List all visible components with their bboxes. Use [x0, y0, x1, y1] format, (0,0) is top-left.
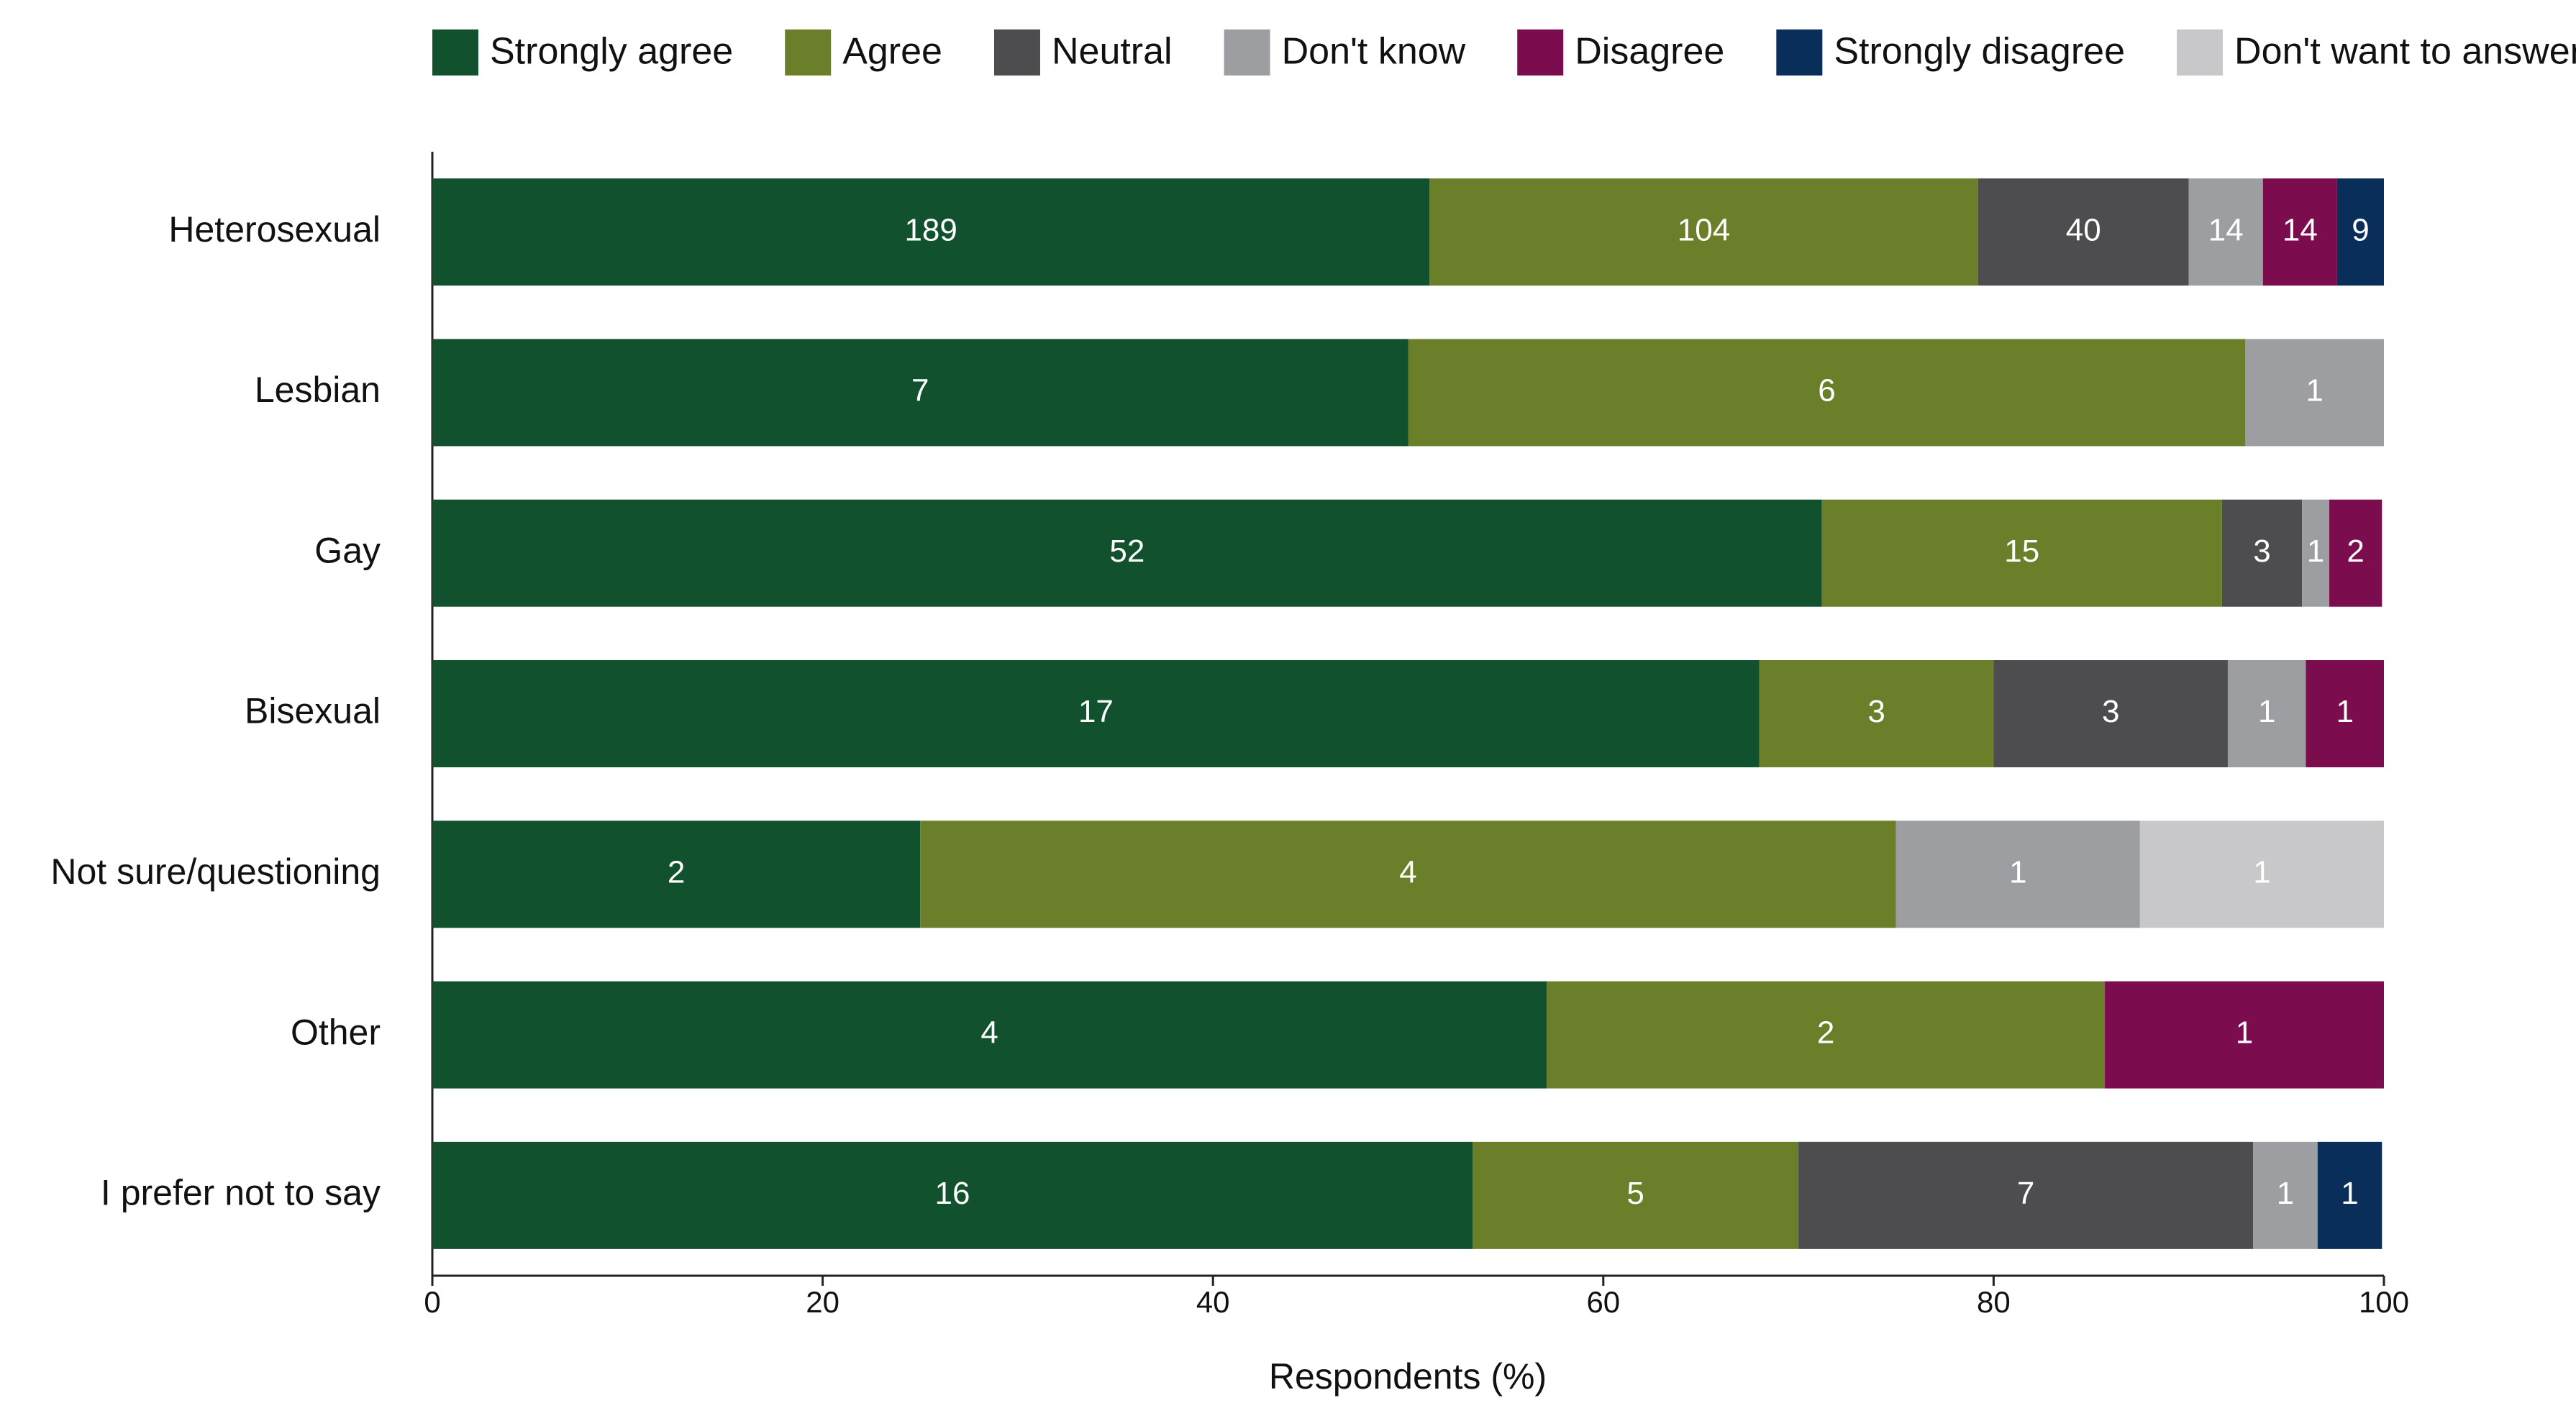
bar-segment [2105, 981, 2384, 1089]
bar-segment [1408, 339, 2246, 447]
y-tick-label: Gay [314, 530, 381, 570]
y-tick-label: Heterosexual [168, 209, 381, 250]
data-label: 1 [2341, 1176, 2358, 1211]
bar-segment [432, 178, 1430, 286]
data-label: 1 [2307, 534, 2324, 569]
bar-segment [2306, 660, 2384, 767]
bar-segment [1821, 499, 2222, 607]
bar-segment [432, 1141, 1473, 1249]
data-label: 17 [1078, 694, 1114, 729]
data-label: 4 [1399, 854, 1416, 890]
legend-label: Don't want to answer [2234, 31, 2576, 73]
bar-segment [2188, 178, 2263, 286]
data-label: 2 [2347, 534, 2364, 569]
data-label: 3 [2253, 534, 2270, 569]
x-tick-label: 0 [424, 1285, 440, 1319]
legend-label: Strongly agree [490, 31, 733, 73]
data-label: 9 [2352, 212, 2369, 247]
data-label: 1 [2253, 854, 2270, 890]
bar-segment [432, 660, 1760, 767]
bar-segment [1977, 178, 2189, 286]
data-label: 7 [2017, 1176, 2034, 1211]
x-tick-label: 20 [806, 1285, 839, 1319]
bar-segment [1895, 821, 2140, 928]
bar-segment [2329, 499, 2382, 607]
legend-label: Don't know [1282, 31, 1466, 73]
bar-segment [432, 499, 1822, 607]
y-tick-label: Other [291, 1012, 381, 1052]
data-label: 189 [904, 212, 957, 247]
legend-label: Disagree [1575, 31, 1724, 73]
bar-segment [2253, 1141, 2318, 1249]
x-tick-label: 100 [2359, 1285, 2409, 1319]
bar-segment [2336, 178, 2384, 286]
bar-segment [2221, 499, 2303, 607]
data-label: 1 [2258, 694, 2275, 729]
y-tick-label: Lesbian [255, 370, 381, 410]
bar-segment [2139, 821, 2384, 928]
legend-swatch [2177, 29, 2224, 76]
data-label: 1 [2236, 1015, 2253, 1051]
bar-segment [1547, 981, 2106, 1089]
legend-swatch [1776, 29, 1823, 76]
legend-swatch [785, 29, 832, 76]
bar-segment [2262, 178, 2337, 286]
bar-segment [432, 821, 921, 928]
data-label: 4 [980, 1015, 998, 1051]
data-label: 15 [2004, 534, 2039, 569]
bar-segment [1798, 1141, 2254, 1249]
x-tick-label: 80 [1977, 1285, 2011, 1319]
legend-swatch [1517, 29, 1564, 76]
legend-swatch [993, 29, 1040, 76]
y-tick-label: Bisexual [245, 691, 381, 731]
data-label: 1 [2336, 694, 2353, 729]
x-axis-label: Respondents (%) [1269, 1356, 1547, 1397]
x-tick-label: 40 [1196, 1285, 1230, 1319]
data-label: 14 [2208, 212, 2244, 247]
bar-segment [920, 821, 1896, 928]
data-label: 40 [2066, 212, 2101, 247]
data-label: 104 [1678, 212, 1730, 247]
x-tick-label: 60 [1586, 1285, 1620, 1319]
data-label: 14 [2283, 212, 2318, 247]
bar-segment [2227, 660, 2306, 767]
bar-segment [432, 981, 1547, 1089]
legend-swatch [1224, 29, 1270, 76]
data-label: 16 [935, 1176, 970, 1211]
y-tick-label: Not sure/questioning [50, 851, 381, 892]
data-label: 1 [2009, 854, 2026, 890]
data-label: 7 [911, 373, 929, 408]
data-label: 5 [1626, 1176, 1644, 1211]
bar-segment [1993, 660, 2228, 767]
data-label: 3 [2102, 694, 2119, 729]
data-label: 52 [1109, 534, 1144, 569]
data-label: 2 [1817, 1015, 1834, 1051]
y-tick-label: I prefer not to say [101, 1173, 381, 1213]
bar-segment [2245, 339, 2384, 447]
bar-segment [432, 339, 1408, 447]
data-label: 6 [1818, 373, 1835, 408]
bar-segment [1759, 660, 1994, 767]
data-label: 1 [2306, 373, 2323, 408]
legend-swatch [432, 29, 478, 76]
data-label: 3 [1867, 694, 1885, 729]
legend-label: Neutral [1052, 31, 1173, 73]
data-label: 2 [668, 854, 685, 890]
legend-label: Agree [842, 31, 942, 73]
bar-segment [2317, 1141, 2382, 1249]
legend-label: Strongly disagree [1834, 31, 2125, 73]
bar-segment [1429, 178, 1978, 286]
bar-segment [2302, 499, 2330, 607]
bar-segment [1473, 1141, 1799, 1249]
data-label: 1 [2277, 1176, 2294, 1211]
